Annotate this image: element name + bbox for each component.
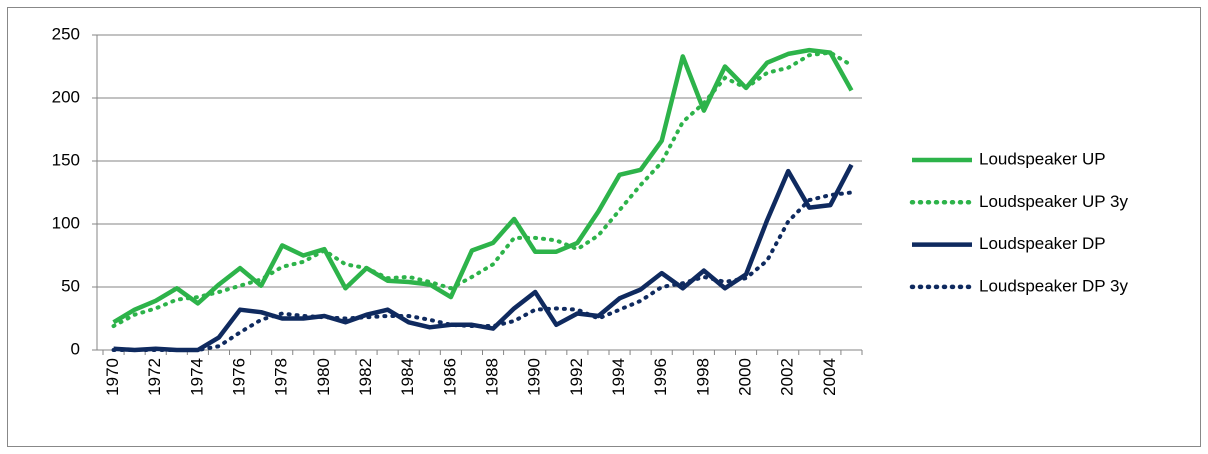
legend-label: Loudspeaker UP — [979, 149, 1106, 168]
x-tick-label: 1986 — [440, 358, 459, 396]
y-tick-label: 0 — [71, 339, 80, 358]
x-tick-label: 1972 — [145, 358, 164, 396]
x-tick-label: 1974 — [187, 358, 206, 396]
x-tick-label: 1996 — [651, 358, 670, 396]
x-tick-label: 1990 — [525, 358, 544, 396]
y-tick-label: 200 — [52, 87, 80, 106]
x-tick-label: 1984 — [398, 358, 417, 396]
x-tick-label: 1978 — [272, 358, 291, 396]
y-tick-label: 50 — [61, 276, 80, 295]
x-tick-label: 1994 — [609, 358, 628, 396]
y-tick-label: 100 — [52, 213, 80, 232]
x-tick-label: 1976 — [230, 358, 249, 396]
x-tick-label: 1988 — [483, 358, 502, 396]
legend-label: Loudspeaker DP — [979, 234, 1106, 253]
x-tick-label: 2004 — [820, 358, 839, 396]
series-line — [113, 163, 854, 353]
x-tick-label: 1982 — [356, 358, 375, 396]
legend-label: Loudspeaker UP 3y — [979, 192, 1129, 211]
series-line — [112, 47, 854, 325]
y-tick-label: 150 — [52, 150, 80, 169]
x-tick-label: 1970 — [103, 358, 122, 396]
y-tick-label: 250 — [52, 24, 80, 43]
x-tick-label: 2000 — [736, 358, 755, 396]
x-tick-label: 1980 — [314, 358, 333, 396]
x-tick-label: 2002 — [778, 358, 797, 396]
x-tick-label: 1992 — [567, 358, 586, 396]
x-tick-label: 1998 — [693, 358, 712, 396]
series-line — [111, 190, 854, 352]
series-line — [111, 50, 854, 329]
legend-label: Loudspeaker DP 3y — [979, 276, 1129, 295]
